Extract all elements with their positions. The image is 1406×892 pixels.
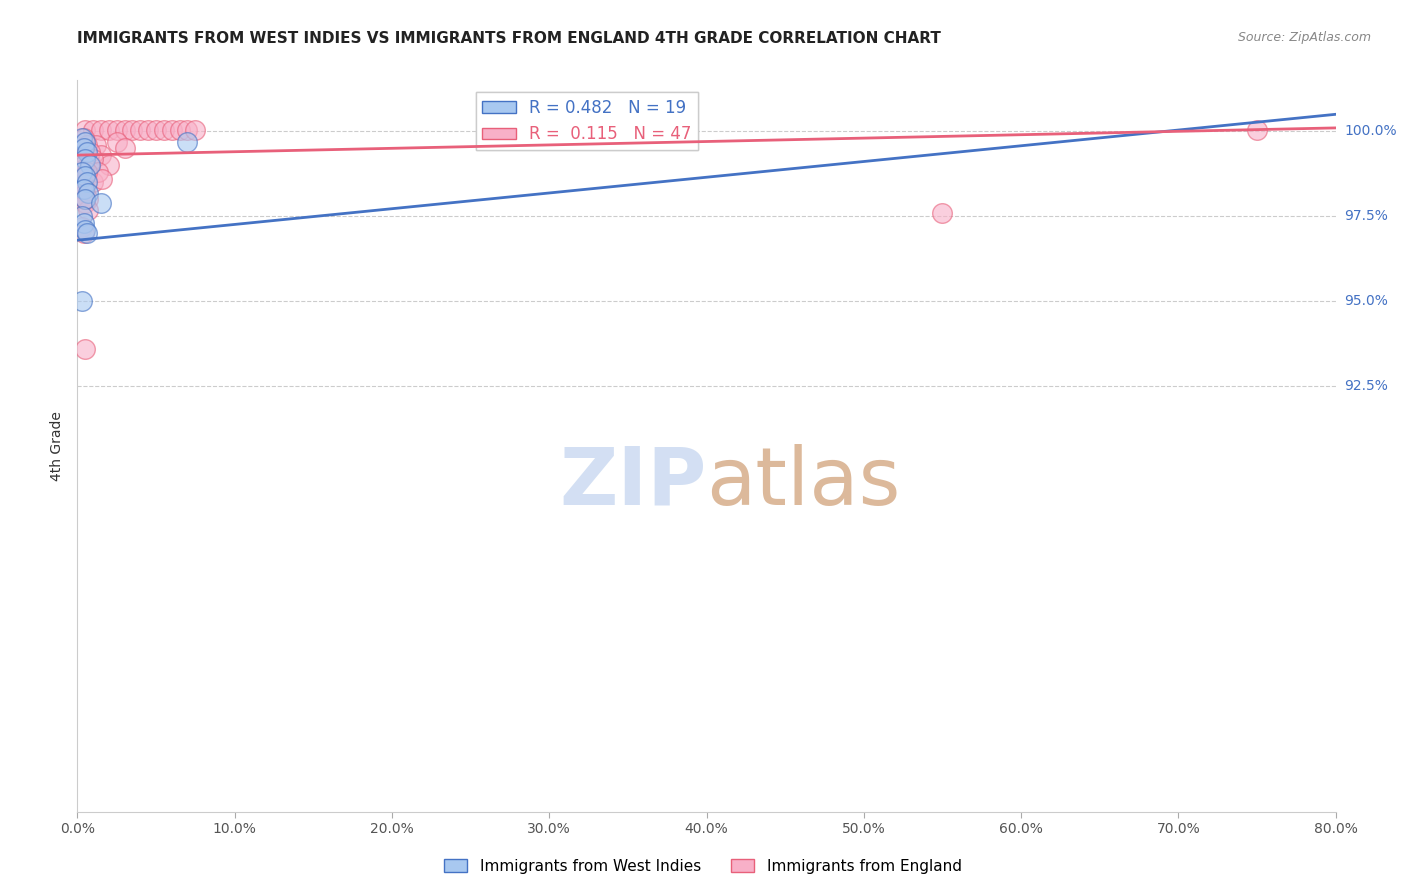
Point (1246, 122, 1268, 136)
Text: 95.0%: 95.0% (1344, 294, 1388, 309)
Point (70, 178, 93, 193)
Point (82, 152, 104, 166)
Point (931, 206, 953, 220)
Legend: Immigrants from West Indies, Immigrants from England: Immigrants from West Indies, Immigrants … (439, 853, 967, 880)
Point (75, 192, 97, 206)
Point (72, 182, 94, 196)
Point (160, 122, 183, 136)
Point (70, 189, 93, 203)
Y-axis label: 4th Grade: 4th Grade (51, 411, 65, 481)
Point (75, 122, 97, 136)
Point (75, 192, 97, 206)
Point (87, 165, 110, 179)
Point (72, 131, 94, 145)
Point (75, 195, 97, 210)
Point (90, 148, 112, 162)
Point (76, 227, 98, 241)
Text: IMMIGRANTS FROM WEST INDIES VS IMMIGRANTS FROM ENGLAND 4TH GRADE CORRELATION CHA: IMMIGRANTS FROM WEST INDIES VS IMMIGRANT… (77, 31, 941, 46)
Point (72, 141, 94, 155)
Point (75, 152, 97, 166)
Point (105, 135, 128, 149)
Point (79, 155, 101, 169)
Point (72, 216, 94, 230)
Point (97, 158, 120, 172)
Point (77, 186, 100, 200)
Point (97, 122, 120, 136)
Point (82, 175, 104, 189)
Point (84, 137, 107, 152)
Point (75, 148, 97, 162)
Point (136, 122, 159, 136)
Point (70, 165, 93, 179)
Point (76, 165, 98, 179)
Point (153, 122, 176, 136)
Text: atlas: atlas (707, 443, 901, 522)
Text: 100.0%: 100.0% (1344, 124, 1396, 138)
Point (72, 158, 94, 172)
Point (90, 195, 112, 210)
Point (114, 122, 136, 136)
Text: ZIP: ZIP (560, 443, 707, 522)
Point (72, 161, 94, 176)
Point (90, 122, 112, 136)
Text: 92.5%: 92.5% (1344, 379, 1388, 393)
Point (79, 145, 101, 159)
Point (76, 145, 98, 159)
Point (70, 219, 93, 234)
Point (75, 169, 97, 183)
Point (76, 169, 98, 183)
Point (77, 192, 100, 206)
Text: 97.5%: 97.5% (1344, 210, 1388, 223)
Point (75, 135, 97, 149)
Point (70, 141, 93, 155)
Point (145, 122, 167, 136)
Point (72, 227, 94, 241)
Legend: R = 0.482   N = 19, R =  0.115   N = 47: R = 0.482 N = 19, R = 0.115 N = 47 (475, 92, 699, 150)
Point (77, 202, 100, 217)
Point (169, 122, 191, 136)
Text: Source: ZipAtlas.com: Source: ZipAtlas.com (1237, 31, 1371, 45)
Point (70, 210, 93, 224)
Point (129, 122, 152, 136)
Point (79, 158, 101, 172)
Point (70, 182, 93, 196)
Point (176, 122, 198, 136)
Point (75, 342, 97, 356)
Point (176, 135, 198, 149)
Point (75, 186, 97, 200)
Point (105, 122, 128, 136)
Point (121, 122, 143, 136)
Point (114, 141, 136, 155)
Point (82, 122, 104, 136)
Point (76, 175, 98, 189)
Point (70, 294, 93, 309)
Point (184, 122, 207, 136)
Point (75, 223, 97, 237)
Point (70, 131, 93, 145)
Point (91, 172, 114, 186)
Point (76, 137, 98, 152)
